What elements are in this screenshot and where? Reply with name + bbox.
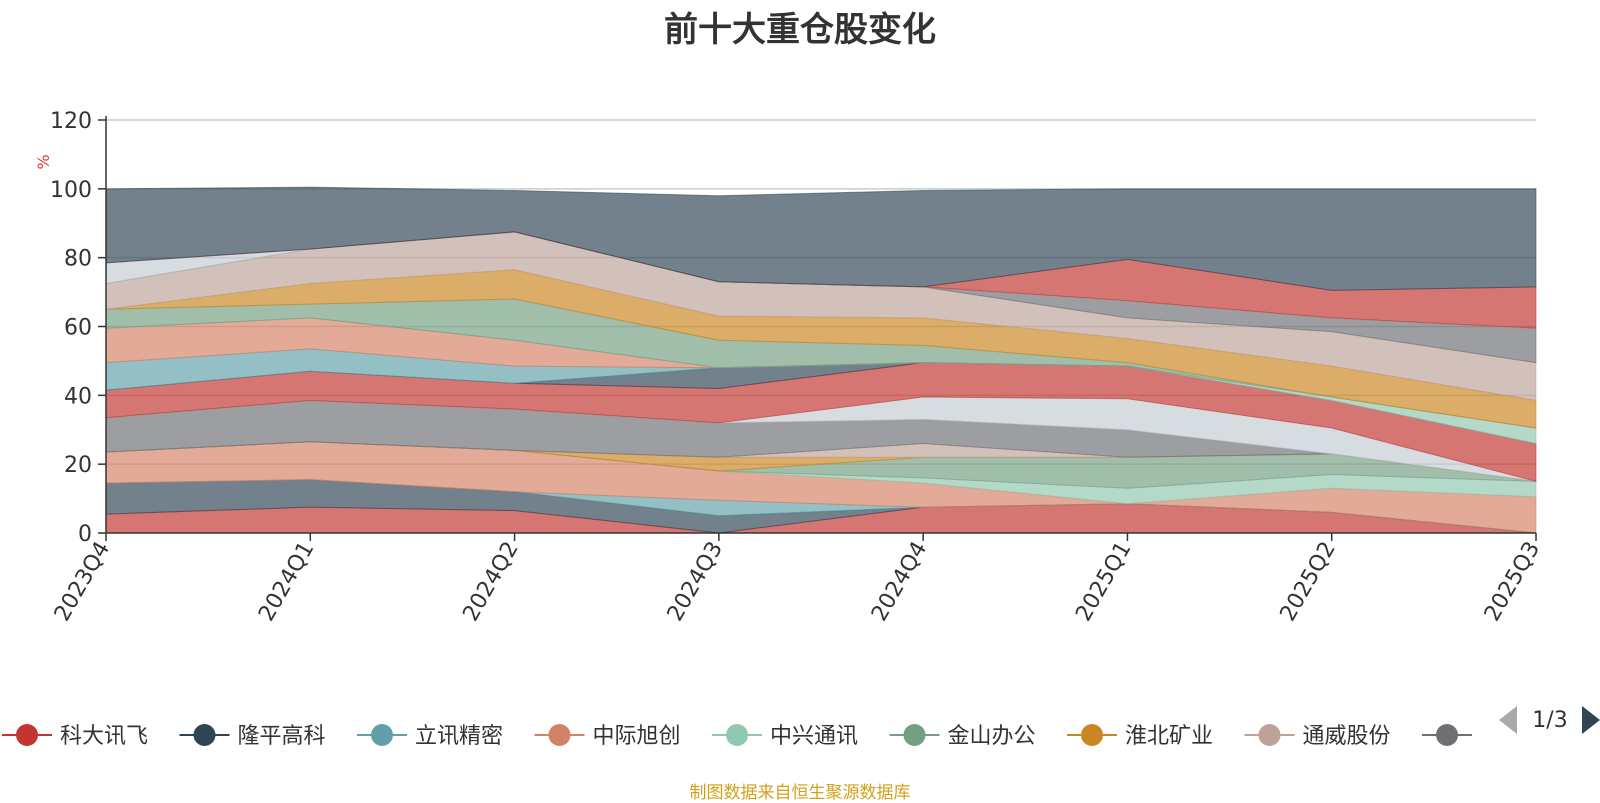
area-layer [105, 186, 1537, 534]
legend-item[interactable]: 隆平高科 [179, 724, 326, 749]
x-tick-label: 2025Q3 [1480, 538, 1545, 626]
legend-label: 立讯精密 [415, 724, 503, 749]
y-tick-label: 80 [64, 247, 92, 272]
x-tick-label: 2024Q2 [458, 538, 523, 626]
legend-item[interactable]: 中兴通讯 [712, 724, 858, 749]
legend-marker [371, 724, 393, 746]
legend: 科大讯飞 隆平高科 立讯精密 中际旭创 中兴通讯 金山办公 淮北矿业 通威股份 紫 [2, 724, 1502, 749]
legend-marker [903, 724, 926, 746]
legend-item[interactable]: 科大讯飞 [2, 724, 148, 749]
legend-item[interactable]: 金山办公 [889, 724, 1036, 749]
legend-page-label: 1/3 [1532, 708, 1567, 733]
legend-marker [193, 724, 216, 746]
legend-label: 金山办公 [948, 724, 1036, 749]
legend-next-icon[interactable] [1582, 706, 1600, 734]
legend-label: 紫 [1480, 724, 1502, 749]
legend-item[interactable]: 通威股份 [1244, 724, 1391, 749]
legend-marker [1081, 724, 1103, 746]
x-tick-label: 2024Q3 [663, 538, 728, 626]
legend-item[interactable]: 紫 [1422, 724, 1502, 749]
y-tick-label: 40 [64, 384, 92, 409]
legend-label: 淮北矿业 [1125, 724, 1213, 749]
x-tick-label: 2023Q4 [50, 538, 115, 626]
x-tick-label: 2025Q1 [1071, 538, 1136, 626]
legend-item[interactable]: 立讯精密 [357, 724, 503, 749]
y-tick-label: 120 [50, 109, 92, 134]
y-tick-label: 20 [64, 453, 92, 478]
legend-item[interactable]: 中际旭创 [534, 724, 681, 749]
legend-prev-icon[interactable] [1499, 706, 1517, 734]
legend-label: 通威股份 [1303, 724, 1391, 749]
y-tick-label: 100 [50, 178, 92, 203]
x-tick-label: 2024Q1 [254, 538, 319, 626]
y-tick-label: 0 [78, 522, 92, 547]
y-axis-label: % [34, 154, 53, 169]
x-tick-label: 2024Q4 [867, 538, 932, 626]
legend-marker [1258, 724, 1281, 746]
area-series-22 [105, 186, 1537, 291]
legend-label: 科大讯飞 [60, 724, 148, 749]
legend-marker [548, 724, 571, 746]
legend-label: 中际旭创 [593, 724, 681, 749]
y-tick-label: 60 [64, 316, 92, 341]
legend-label: 中兴通讯 [770, 724, 858, 749]
legend-label: 隆平高科 [238, 724, 326, 749]
legend-pager: 1/3 [1499, 706, 1600, 734]
legend-marker [726, 724, 748, 746]
data-source-note: 制图数据来自恒生聚源数据库 [689, 783, 911, 803]
legend-marker [16, 724, 38, 746]
x-tick-label: 2025Q2 [1276, 538, 1341, 626]
legend-marker [1436, 724, 1458, 746]
chart-title: 前十大重仓股变化 [664, 10, 936, 50]
legend-item[interactable]: 淮北矿业 [1067, 724, 1213, 749]
